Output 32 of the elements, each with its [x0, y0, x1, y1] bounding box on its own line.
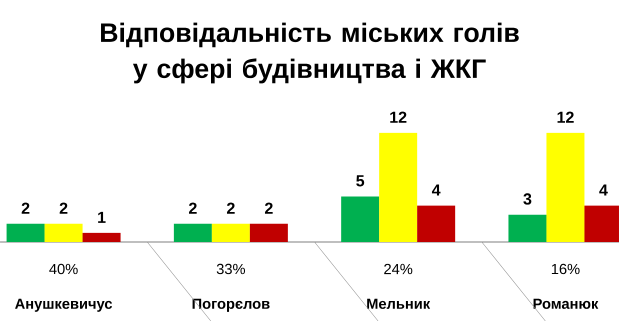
data-label: 1: [98, 212, 106, 223]
data-label: 2: [188, 202, 197, 214]
text: 33%: [216, 264, 246, 274]
x-tick-label: Погорєлов: [192, 298, 270, 312]
data-label: 12: [390, 112, 406, 123]
data-label: 12: [558, 112, 574, 123]
bar: [82, 232, 121, 242]
bar: [212, 224, 250, 242]
data-label: 2: [226, 202, 235, 214]
x-tick-label: Мельник: [367, 298, 430, 309]
x-tick-label: Романюк: [534, 298, 598, 309]
x-tick-label: Анушкевичус: [15, 298, 112, 312]
chart-title: Відповідальність міських голів у сфері будівництва і ЖКГ: [101, 22, 519, 84]
data-label: 2: [22, 202, 30, 214]
bar: [341, 196, 380, 242]
text: 16%: [552, 264, 580, 274]
text: 24%: [384, 264, 412, 274]
bar: [174, 224, 212, 242]
bar: [417, 206, 456, 242]
bar: [250, 224, 288, 242]
bar: [44, 224, 83, 242]
bar: [379, 132, 418, 242]
data-label: 2: [264, 202, 273, 214]
data-label: 5: [356, 175, 364, 186]
bar: [546, 132, 584, 242]
data-label: 2: [60, 202, 68, 214]
data-label: 4: [599, 184, 608, 196]
bar: [508, 214, 546, 242]
data-label: 4: [432, 184, 441, 196]
bar: [6, 224, 45, 242]
text: 40%: [49, 264, 78, 274]
data-label: 3: [523, 193, 532, 205]
